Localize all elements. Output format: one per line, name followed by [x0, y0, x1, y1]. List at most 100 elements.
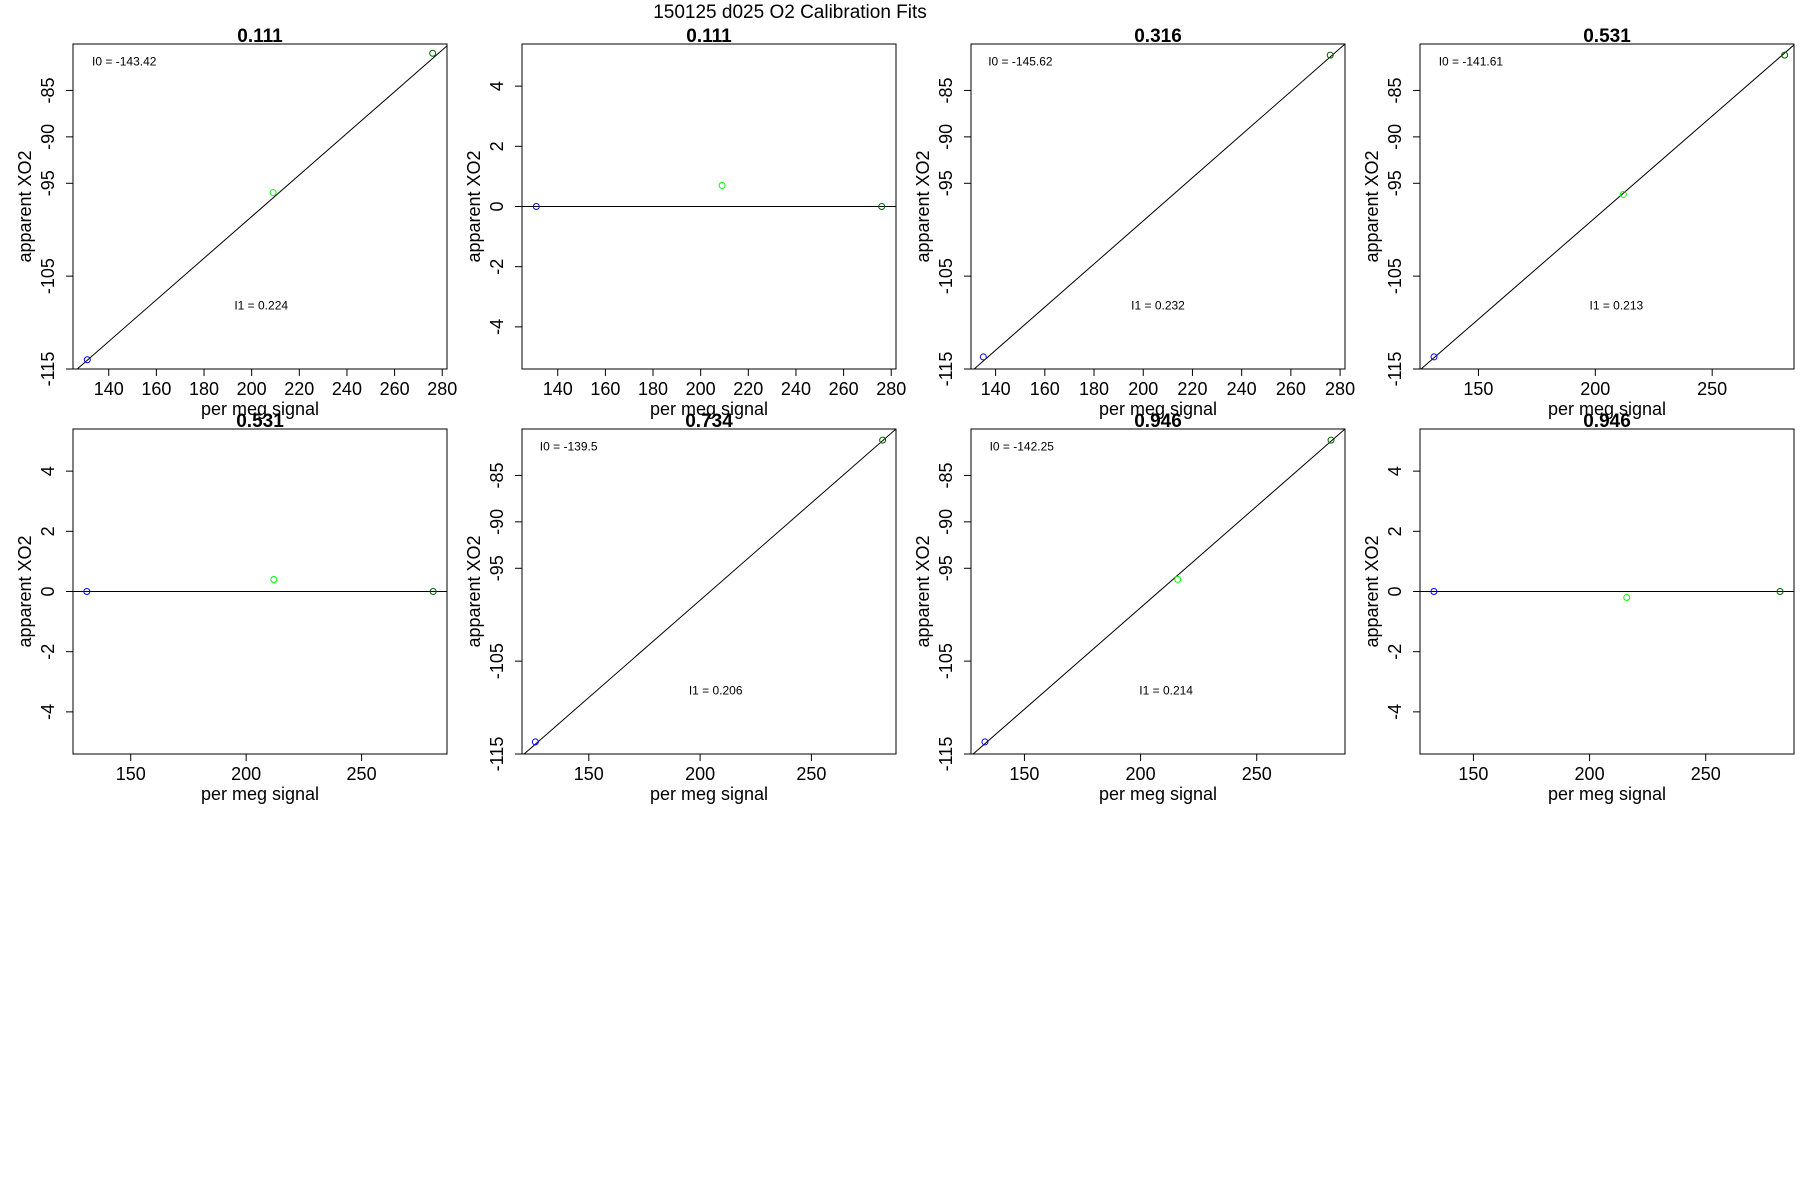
x-tick-label: 150: [116, 764, 146, 784]
x-axis-label: per meg signal: [650, 784, 768, 804]
x-tick-label: 150: [1463, 379, 1493, 399]
y-tick-label: -4: [38, 704, 58, 720]
data-point: [1619, 190, 1627, 198]
data-point: [1327, 436, 1335, 444]
x-tick-label: 150: [574, 764, 604, 784]
y-tick-label: 4: [487, 81, 507, 91]
panel-title: 0.316: [1134, 26, 1182, 47]
fit-annotation: I1 = 0.213: [1589, 299, 1643, 313]
y-tick-label: -105: [1385, 258, 1405, 294]
y-tick-label: -105: [487, 643, 507, 679]
x-tick-label: 260: [1276, 379, 1306, 399]
chart-panel-8: 0.946 150 200 250 -4 -2 0 2 4 per meg signal appar…: [1362, 411, 1795, 804]
x-tick-label: 200: [237, 379, 267, 399]
plot-frame: [970, 428, 1346, 755]
y-tick-label: -85: [38, 77, 58, 103]
panel-title: 0.111: [686, 26, 732, 47]
x-tick-label: 250: [347, 764, 377, 784]
y-tick-label: 2: [38, 526, 58, 536]
data-point: [979, 353, 987, 361]
x-tick-label: 280: [427, 379, 457, 399]
data-point: [1781, 51, 1789, 59]
y-tick-label: -95: [487, 555, 507, 581]
x-tick-label: 150: [1009, 764, 1039, 784]
data-point: [1776, 588, 1784, 595]
chart-panel-2: 0.111 140 160 180 200 220 240 260 280 -4 -2 0 2 4 per …: [464, 26, 906, 419]
x-tick-label: 200: [1128, 379, 1158, 399]
y-tick-label: -85: [936, 462, 956, 488]
y-tick-label: -4: [487, 319, 507, 335]
x-tick-label: 150: [1458, 764, 1488, 784]
y-tick-label: -2: [38, 644, 58, 660]
x-tick-label: 240: [332, 379, 362, 399]
x-tick-label: 220: [733, 379, 763, 399]
x-axis-label: per meg signal: [1548, 784, 1666, 804]
data-point: [429, 588, 437, 595]
y-tick-label: -90: [936, 509, 956, 535]
chart-panel-5: 0.531 150 200 250 -4 -2 0 2 4 per meg signal appar…: [15, 411, 448, 804]
data-point: [270, 575, 278, 583]
data-point: [981, 738, 989, 746]
x-tick-label: 200: [686, 379, 716, 399]
fit-annotation: I1 = 0.214: [1139, 684, 1193, 698]
x-axis-label: per meg signal: [1099, 399, 1217, 419]
fit-annotation: I1 = 0.224: [234, 299, 288, 313]
y-tick-label: -105: [936, 643, 956, 679]
fit-annotation: I0 = -142.25: [990, 439, 1055, 453]
y-tick-label: -2: [487, 259, 507, 275]
panel-title: 0.734: [685, 411, 733, 432]
y-tick-label: 2: [1385, 526, 1405, 536]
x-axis-label: per meg signal: [1099, 784, 1217, 804]
y-tick-label: -105: [38, 258, 58, 294]
panel-title: 0.531: [236, 411, 284, 432]
y-tick-label: -115: [38, 352, 58, 387]
x-tick-label: 140: [94, 379, 124, 399]
x-tick-label: 260: [380, 379, 410, 399]
data-point: [532, 203, 540, 210]
x-tick-label: 250: [1691, 764, 1721, 784]
y-axis-label: apparent XO2: [1362, 150, 1382, 262]
x-axis-label: per meg signal: [1548, 399, 1666, 419]
x-tick-label: 280: [876, 379, 906, 399]
data-point: [83, 588, 91, 595]
data-point: [531, 738, 539, 746]
x-tick-label: 260: [829, 379, 859, 399]
panel-title: 0.111: [237, 26, 283, 47]
x-tick-label: 220: [1177, 379, 1207, 399]
y-tick-label: -4: [1385, 704, 1405, 720]
y-tick-label: -115: [936, 352, 956, 387]
x-axis-label: per meg signal: [201, 399, 319, 419]
x-tick-label: 250: [1242, 764, 1272, 784]
chart-panel-4: 0.531 150 200 250 -115 -105 -95 -90 -85 per meg s…: [1362, 26, 1795, 419]
x-tick-label: 140: [543, 379, 573, 399]
x-tick-label: 180: [638, 379, 668, 399]
y-axis-label: apparent XO2: [913, 150, 933, 262]
y-tick-label: -90: [936, 124, 956, 150]
x-tick-label: 220: [284, 379, 314, 399]
y-tick-label: 0: [1385, 586, 1405, 596]
x-tick-label: 200: [1126, 764, 1156, 784]
x-tick-label: 160: [141, 379, 171, 399]
y-tick-label: -90: [1385, 124, 1405, 150]
y-tick-label: 4: [1385, 466, 1405, 476]
fit-line: [523, 429, 896, 754]
y-axis-label: apparent XO2: [15, 535, 35, 647]
x-tick-label: 250: [1697, 379, 1727, 399]
fit-line: [972, 429, 1345, 754]
data-point: [879, 436, 887, 444]
y-tick-label: 0: [38, 586, 58, 596]
panel-title: 0.531: [1583, 26, 1631, 47]
x-axis-label: per meg signal: [650, 399, 768, 419]
plot-frame: [521, 428, 897, 755]
y-tick-label: 0: [487, 201, 507, 211]
y-tick-label: -2: [1385, 644, 1405, 660]
data-point: [1623, 594, 1631, 602]
data-point: [1430, 353, 1438, 361]
data-point: [1430, 588, 1438, 595]
y-tick-label: -85: [487, 462, 507, 488]
data-point: [269, 189, 277, 197]
x-tick-label: 180: [189, 379, 219, 399]
y-tick-label: -95: [936, 170, 956, 196]
chart-panel-7: 0.946 150 200 250 -115 -105 -95 -90 -85 per meg s…: [913, 411, 1346, 804]
